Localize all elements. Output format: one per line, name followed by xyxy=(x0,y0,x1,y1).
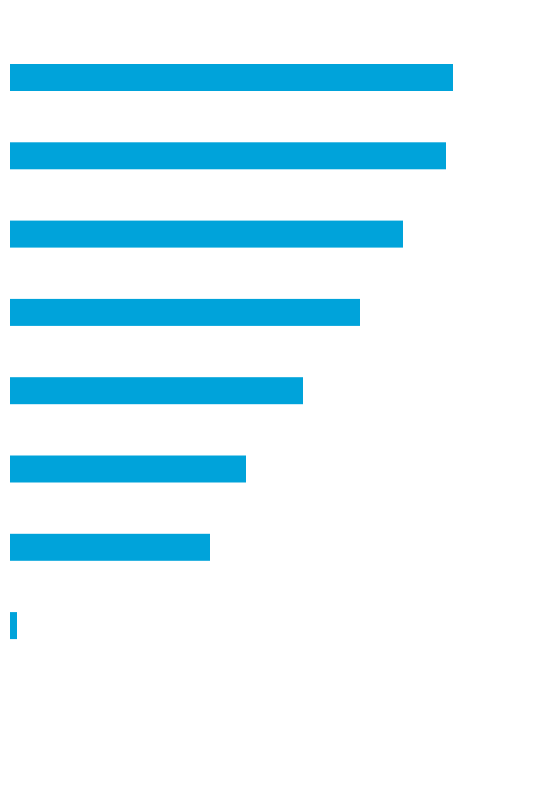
bar xyxy=(10,142,446,170)
bar xyxy=(10,612,17,640)
bar xyxy=(10,455,246,483)
bar xyxy=(10,377,303,405)
bar xyxy=(10,533,210,561)
bar xyxy=(10,298,360,326)
bar xyxy=(10,220,403,248)
bar xyxy=(10,64,453,91)
